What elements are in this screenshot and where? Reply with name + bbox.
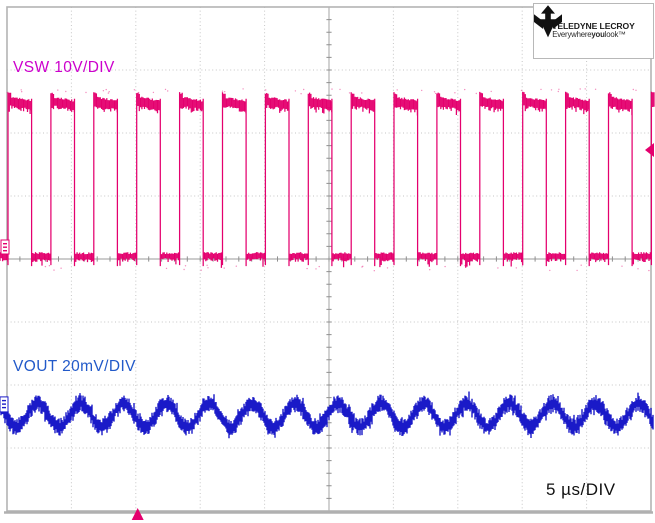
trigger-position-marker — [131, 508, 144, 520]
vsw-channel-label: VSW 10V/DIV — [13, 59, 115, 76]
teledyne-arrows-icon — [534, 5, 562, 38]
vout-trace — [0, 391, 654, 439]
vsw-trace — [0, 91, 655, 268]
trigger-level-marker — [645, 143, 654, 157]
timebase-label: 5 µs/DIV — [546, 480, 616, 499]
vsw-zero-marker — [0, 239, 10, 255]
vout-zero-marker — [0, 396, 9, 413]
teledyne-lecroy-logo: TELEDYNE LECROY Everywhereyoulook™ — [533, 3, 654, 59]
logo-tagline-text: Everywhereyoulook™ — [552, 30, 626, 40]
vout-channel-label: VOUT 20mV/DIV — [13, 358, 136, 375]
vsw-noise-dots — [6, 88, 650, 272]
logo-brand-text: TELEDYNE LECROY — [552, 20, 635, 31]
